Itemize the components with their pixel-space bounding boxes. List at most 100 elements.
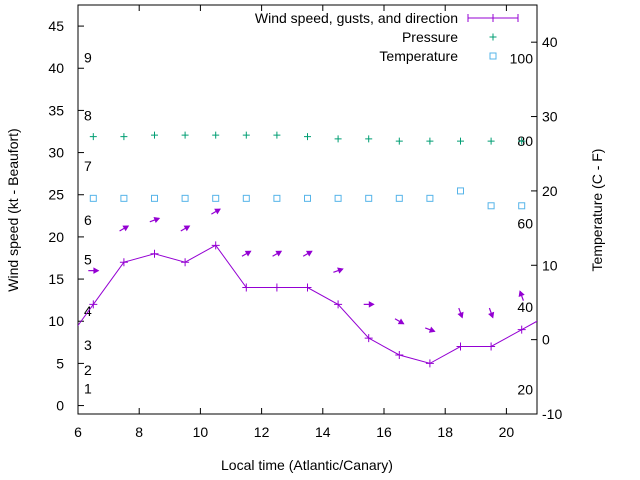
- data-point: [334, 135, 342, 143]
- x-tick-label: 10: [193, 424, 209, 440]
- x-axis-label: Local time (Atlantic/Canary): [221, 457, 393, 473]
- data-point: [364, 334, 373, 343]
- wind-arrow: [241, 250, 252, 257]
- data-point: [273, 194, 281, 202]
- wind-arrow: [363, 301, 375, 308]
- wind-arrow-head: [153, 216, 161, 224]
- wind-arrow-head: [488, 311, 495, 319]
- data-point: [303, 283, 312, 292]
- beaufort-label: 5: [84, 252, 92, 268]
- data-point: [59, 343, 67, 351]
- series-2: [89, 187, 526, 210]
- y-tick-label-left: 0: [56, 398, 64, 414]
- data-point: [425, 359, 434, 368]
- wind-arrow: [272, 250, 283, 257]
- data-point: [548, 309, 556, 317]
- wind-arrow-head: [337, 267, 344, 274]
- data-point: [242, 194, 250, 202]
- data-point: [211, 241, 220, 250]
- data-point: [181, 131, 189, 139]
- wind-arrow-head: [244, 250, 252, 257]
- series-line: [78, 244, 537, 364]
- data-point: [365, 194, 373, 202]
- y-tick-label-left: 30: [48, 145, 64, 161]
- data-point: [334, 300, 343, 309]
- data-point: [487, 202, 495, 210]
- data-point: [150, 249, 159, 258]
- wind-arrow: [518, 290, 525, 301]
- fahrenheit-label: 40: [517, 299, 533, 315]
- data-point: [304, 194, 311, 202]
- wind-arrow: [488, 307, 495, 319]
- y-tick-label-right: 40: [542, 34, 558, 50]
- y-tick-label-right: 30: [542, 109, 558, 125]
- data-point: [395, 194, 403, 202]
- legend-label: Wind speed, gusts, and direction: [255, 10, 458, 26]
- data-point: [120, 133, 128, 141]
- beaufort-label: 6: [84, 212, 92, 228]
- wind-arrow-head: [93, 267, 100, 274]
- data-point: [273, 131, 281, 139]
- beaufort-label: 8: [84, 107, 92, 123]
- y-axis-label-right: Temperature (C - F): [589, 149, 605, 272]
- x-tick-label: 20: [499, 424, 515, 440]
- data-point: [518, 202, 526, 210]
- wind-arrow: [119, 225, 130, 232]
- data-point: [395, 137, 403, 145]
- y-tick-label-left: 45: [48, 18, 64, 34]
- y-tick-label-left: 20: [48, 229, 64, 245]
- x-tick-label: 16: [376, 424, 392, 440]
- x-tick-label: 8: [135, 424, 143, 440]
- wind-arrow: [333, 267, 344, 274]
- data-point: [426, 194, 434, 202]
- wind-arrow: [88, 267, 100, 274]
- wind-arrow-head: [214, 208, 221, 215]
- wind-arrow-head: [518, 290, 525, 297]
- axis-ticks: 6 8 10 12 14 16 18 20051015202530354045-1001020…: [48, 5, 562, 440]
- y-tick-label-left: 15: [48, 271, 64, 287]
- y-tick-label-left: 5: [56, 355, 64, 371]
- fahrenheit-label: 80: [517, 133, 533, 149]
- data-point: [365, 135, 373, 143]
- data-point: [89, 300, 98, 309]
- beaufort-label: 7: [84, 158, 92, 174]
- data-point: [457, 137, 464, 145]
- beaufort-label: 1: [84, 381, 92, 397]
- wind-arrow: [302, 250, 313, 257]
- beaufort-label: 3: [84, 337, 92, 353]
- wind-arrow-head: [183, 225, 191, 232]
- data-point: [212, 194, 220, 202]
- wind-arrows: [88, 208, 525, 333]
- x-tick-label: 18: [437, 424, 453, 440]
- data-point: [487, 137, 495, 145]
- fahrenheit-label: 100: [510, 51, 534, 67]
- data-point: [272, 283, 281, 292]
- wind-arrow-head: [368, 301, 375, 308]
- legend-label: Temperature: [379, 48, 458, 64]
- wind-arrow: [180, 225, 191, 232]
- legend-swatch: [489, 52, 497, 60]
- x-tick-label: 12: [254, 424, 270, 440]
- legend-swatch-marker: [467, 14, 519, 22]
- wind-arrow: [211, 208, 221, 215]
- series-1: [89, 131, 526, 145]
- y-tick-label-left: 35: [48, 102, 64, 118]
- data-point: [151, 131, 158, 139]
- series-0: [59, 241, 556, 368]
- data-point: [517, 325, 526, 334]
- fahrenheit-label: 20: [517, 381, 533, 397]
- data-point: [119, 258, 128, 267]
- wind-arrow-head: [305, 250, 313, 257]
- wind-arrow-head: [457, 311, 464, 319]
- y-tick-label-left: 25: [48, 187, 64, 203]
- y-tick-label-left: 10: [48, 313, 64, 329]
- data-point: [120, 194, 128, 202]
- series-layer: [59, 131, 556, 368]
- data-point: [151, 194, 158, 202]
- data-point: [487, 342, 496, 351]
- y-tick-label-right: 20: [542, 183, 558, 199]
- x-tick-label: 14: [315, 424, 331, 440]
- legend: Wind speed, gusts, and direction Pressure…: [255, 10, 519, 64]
- beaufort-label: 2: [84, 362, 92, 378]
- y-tick-label-left: 40: [48, 60, 64, 76]
